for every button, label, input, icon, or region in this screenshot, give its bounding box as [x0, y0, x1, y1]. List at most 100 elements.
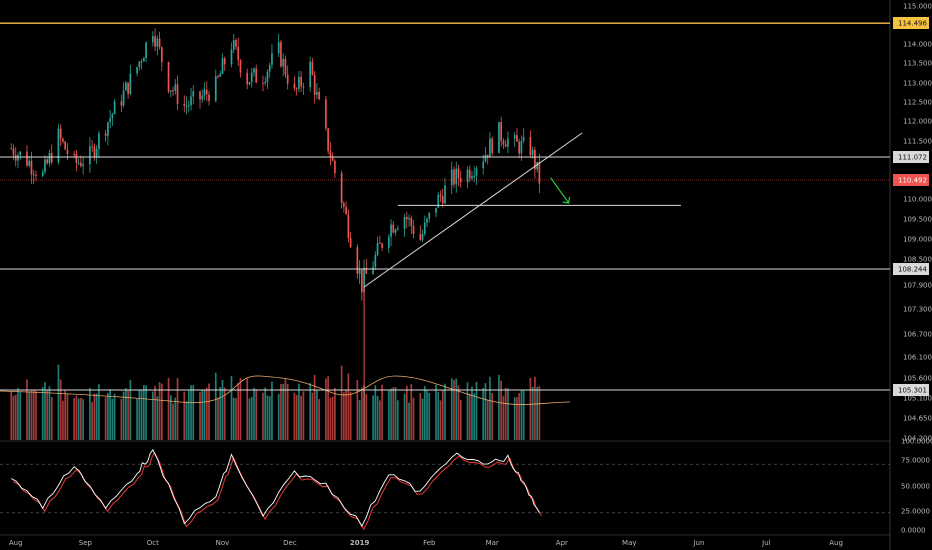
- candle-body: [127, 82, 129, 94]
- time-tick-label: Oct: [147, 539, 159, 547]
- candle-body: [302, 86, 305, 88]
- volume-bar: [343, 392, 345, 440]
- candle-body: [428, 212, 431, 219]
- candle-body: [59, 128, 62, 139]
- stochastic-oscillator: [0, 448, 890, 531]
- volume-bar: [457, 385, 460, 440]
- volume-bar: [253, 387, 255, 440]
- stoch-tick-label: 100.0000: [901, 438, 932, 446]
- volume-bar: [520, 389, 523, 440]
- volume-bar: [41, 387, 44, 440]
- volume-bar: [450, 378, 453, 440]
- candle-body: [453, 169, 455, 185]
- volume-bar: [349, 391, 352, 440]
- candle-body: [280, 42, 282, 67]
- volume-bar: [205, 387, 208, 440]
- volume-bar: [327, 376, 329, 440]
- volume-bar: [426, 390, 428, 440]
- price-tick-label: 105.600: [903, 375, 932, 383]
- candle-body: [169, 90, 172, 92]
- candle-body: [426, 218, 428, 223]
- grid-layer: [0, 0, 891, 550]
- candle-body: [172, 90, 174, 92]
- candle-body: [205, 89, 208, 95]
- candlestick-series: [10, 28, 541, 440]
- volume-bar: [104, 397, 107, 440]
- volume-bar: [183, 391, 186, 440]
- volume-bar: [538, 386, 541, 440]
- volume-bar: [201, 389, 204, 440]
- volume-bar: [372, 395, 374, 440]
- volume-bar: [26, 379, 28, 440]
- volume-bar: [453, 379, 455, 440]
- price-tick-label: 114.000: [903, 41, 932, 49]
- volume-bar: [95, 393, 98, 440]
- volume-bar: [217, 397, 219, 440]
- volume-bar: [396, 400, 399, 440]
- volume-bar: [482, 387, 485, 440]
- volume-bar: [172, 403, 174, 440]
- candle-body: [30, 160, 33, 175]
- volume-bar: [522, 390, 525, 440]
- volume-bar: [190, 385, 192, 440]
- candle-body: [529, 136, 532, 156]
- candle-body: [10, 148, 13, 150]
- candle-body: [466, 169, 469, 183]
- time-tick-label: Sep: [79, 539, 93, 547]
- candle-body: [107, 122, 109, 136]
- candle-body: [538, 161, 541, 184]
- volume-bar: [75, 395, 78, 440]
- volume-bar: [91, 402, 93, 440]
- volume-bar: [138, 389, 141, 440]
- volume-bar: [50, 397, 53, 440]
- candle-body: [237, 46, 240, 61]
- volume-bar: [459, 400, 462, 440]
- volume-bar: [264, 387, 267, 440]
- volume-bar: [230, 375, 233, 440]
- volume-bar: [428, 392, 431, 440]
- candle-body: [111, 114, 114, 119]
- volume-bar: [387, 390, 390, 440]
- volume-bar: [455, 378, 458, 440]
- candle-body: [95, 148, 98, 158]
- candle-body: [365, 267, 368, 274]
- volume-bar: [284, 378, 287, 440]
- volume-bar: [140, 389, 143, 440]
- candle-body: [62, 138, 64, 142]
- volume-bar: [358, 400, 361, 440]
- volume-bar: [376, 395, 379, 440]
- candle-body: [232, 39, 235, 50]
- candle-body: [268, 64, 271, 72]
- candle-body: [221, 58, 224, 74]
- volume-bar: [46, 389, 49, 440]
- volume-bar: [111, 398, 114, 440]
- volume-bar: [98, 384, 100, 440]
- candle-body: [345, 206, 347, 215]
- price-tag: [893, 263, 929, 275]
- candle-body: [423, 222, 426, 234]
- volume-bar: [410, 384, 413, 440]
- volume-bar: [17, 388, 19, 440]
- candle-body: [394, 229, 397, 233]
- volume-bar: [374, 385, 377, 440]
- candle-body: [484, 154, 487, 162]
- volume-bar: [221, 380, 224, 440]
- volume-bar: [471, 386, 473, 440]
- volume-bar: [232, 397, 235, 440]
- volume-bar: [502, 395, 505, 440]
- volume-bar: [167, 377, 170, 440]
- volume-bar: [331, 396, 334, 440]
- volume-bar: [334, 387, 336, 440]
- drawn-lines[interactable]: [0, 22, 890, 391]
- time-axis[interactable]: Aug Sep Oct Nov Dec 2019 Feb Mar Apr May Jun Jul Aug: [9, 539, 843, 547]
- price-axis[interactable]: 115.000 114.000 113.500 113.000 112.500 112.0…: [901, 3, 932, 535]
- time-tick-label: Aug: [9, 539, 23, 547]
- volume-bar: [77, 398, 80, 440]
- candle-body: [486, 154, 489, 158]
- candle-body: [75, 154, 78, 163]
- candle-body: [48, 153, 51, 164]
- volume-bar: [154, 385, 156, 440]
- volume-bar: [246, 378, 249, 440]
- down-arrow-head: [562, 196, 571, 204]
